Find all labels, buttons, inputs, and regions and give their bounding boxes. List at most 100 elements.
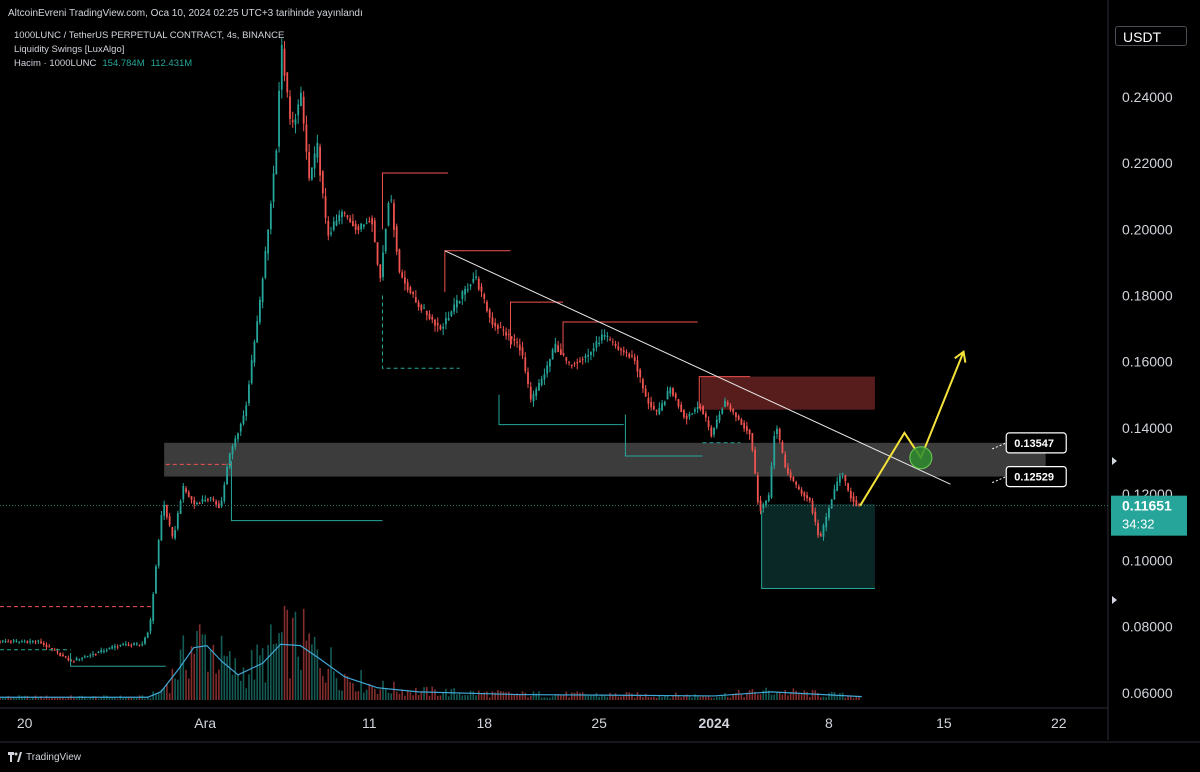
volume-bar [510, 693, 513, 700]
candle-body [226, 466, 228, 485]
liquidity-high-level [562, 321, 698, 356]
volume-value-1: 154.784M [102, 58, 145, 69]
volume-bar [453, 688, 455, 700]
volume-bar [81, 695, 83, 700]
volume-bar [305, 640, 308, 700]
footer-brand: TradingView [26, 752, 82, 763]
volume-bar [157, 693, 160, 700]
volume-bar [839, 693, 841, 700]
candle-body [116, 646, 119, 648]
volume-bar [781, 694, 784, 700]
candle-body [324, 196, 327, 218]
volume-bar [204, 634, 206, 700]
candle-body [721, 408, 724, 414]
candle-body [707, 420, 710, 428]
volume-bar [521, 691, 524, 700]
candle-body [212, 498, 215, 500]
volume-bar [384, 688, 387, 700]
volume-bar [488, 697, 491, 700]
candle-body [423, 307, 425, 309]
candle-body [784, 454, 787, 468]
volume-bar [546, 697, 548, 700]
volume-bar [590, 694, 592, 700]
volume-bar [726, 697, 729, 700]
candle-body [849, 491, 852, 499]
candle-body [847, 483, 849, 491]
candle-body [466, 289, 469, 291]
volume-bar [491, 691, 494, 700]
candle-body [62, 654, 64, 656]
volume-bar [456, 694, 458, 700]
candle-body [382, 252, 384, 278]
volume-bar [603, 695, 606, 700]
volume-bar [207, 671, 209, 700]
volume-bar [461, 695, 464, 700]
volume-bar [209, 650, 212, 700]
candle-body [313, 153, 316, 169]
volume-bar [357, 691, 360, 700]
liquidity-low-level [498, 394, 624, 426]
volume-bar [702, 695, 704, 700]
volume-bar [116, 698, 119, 700]
x-tick-label: 25 [591, 715, 607, 731]
volume-bar [808, 697, 811, 700]
candle-body [524, 357, 527, 372]
volume-bar [516, 693, 518, 700]
volume-bar [406, 690, 409, 700]
candle-body [179, 501, 182, 514]
candle-body [644, 388, 647, 397]
volume-bar [636, 692, 639, 700]
volume-bar [75, 698, 78, 700]
x-tick-label: Ara [194, 715, 216, 731]
candle-body [447, 317, 450, 321]
candle-body [412, 292, 415, 295]
volume-bar [78, 696, 81, 700]
volume-bar [187, 678, 190, 700]
candle-body [327, 220, 330, 236]
volume-bar [420, 691, 423, 700]
candle-body [29, 641, 31, 643]
candle-body [59, 653, 62, 656]
volume-bar [543, 697, 546, 700]
candle-body [581, 359, 584, 361]
candle-body [622, 350, 625, 353]
y-tick-label: 0.10000 [1122, 552, 1173, 568]
candle-body [371, 218, 373, 225]
volume-ma-line [0, 643, 862, 698]
candle-body [546, 365, 549, 374]
candle-body [732, 409, 735, 413]
candle-body [551, 349, 554, 360]
candle-body [12, 640, 15, 642]
candle-body [390, 199, 393, 201]
candle-body [803, 492, 806, 497]
candle-body [445, 318, 447, 325]
volume-bar [379, 689, 382, 700]
publish-line: AltcoinEvreni TradingView.com, Oca 10, 2… [8, 8, 363, 19]
symbol-line: 1000LUNC / TetherUS PERPETUAL CONTRACT, … [14, 30, 285, 41]
volume-bar [549, 697, 551, 700]
candle-body [472, 278, 475, 283]
candle-body [658, 407, 661, 414]
candle-body [42, 643, 45, 645]
currency-button[interactable]: USDT [1115, 26, 1187, 46]
candle-body [464, 288, 466, 295]
volume-bar [469, 690, 472, 700]
volume-bar [653, 696, 655, 700]
volume-bar [146, 696, 149, 700]
candle-body [163, 505, 166, 516]
candles [0, 38, 860, 663]
volume-bar [499, 691, 502, 700]
volume-bar [294, 611, 297, 700]
projection-path [859, 351, 965, 507]
candle-body [838, 476, 841, 483]
candle-body [37, 640, 40, 642]
candle-body [420, 305, 423, 311]
volume-bar [505, 692, 507, 700]
volume-bar [751, 689, 754, 700]
volume-bar [442, 693, 444, 700]
candle-body [663, 401, 666, 405]
candle-body [204, 499, 207, 501]
candle-body [133, 643, 135, 645]
candle-body [332, 221, 335, 230]
